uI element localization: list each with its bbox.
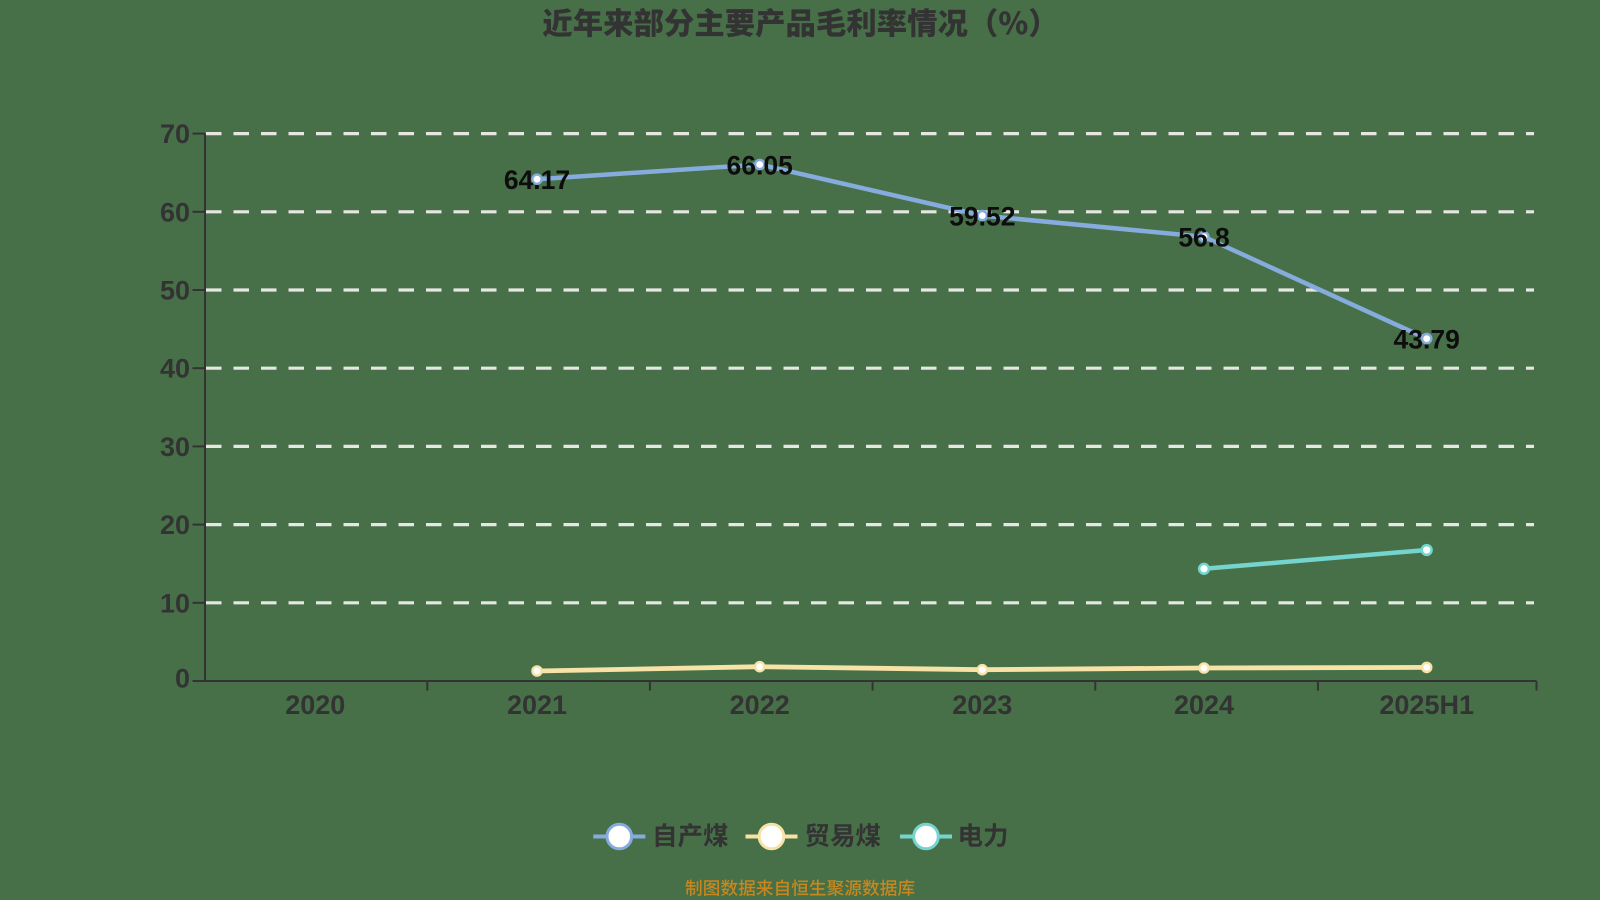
svg-text:70: 70 — [160, 119, 190, 149]
svg-text:43.79: 43.79 — [1394, 324, 1460, 354]
svg-text:2022: 2022 — [730, 690, 790, 720]
svg-text:40: 40 — [160, 354, 190, 384]
svg-text:2024: 2024 — [1174, 690, 1234, 720]
svg-text:2020: 2020 — [285, 690, 345, 720]
svg-text:59.52: 59.52 — [949, 201, 1015, 231]
svg-text:2023: 2023 — [952, 690, 1012, 720]
svg-text:20: 20 — [160, 510, 190, 540]
svg-text:30: 30 — [160, 432, 190, 462]
svg-text:0: 0 — [175, 664, 190, 694]
svg-text:10: 10 — [160, 588, 190, 618]
svg-text:64.17: 64.17 — [504, 165, 570, 195]
svg-text:60: 60 — [160, 197, 190, 227]
svg-text:66.05: 66.05 — [727, 150, 793, 180]
svg-text:2021: 2021 — [507, 690, 567, 720]
svg-text:50: 50 — [160, 276, 190, 306]
svg-text:56.8: 56.8 — [1178, 223, 1230, 253]
svg-text:2025H1: 2025H1 — [1379, 690, 1474, 720]
